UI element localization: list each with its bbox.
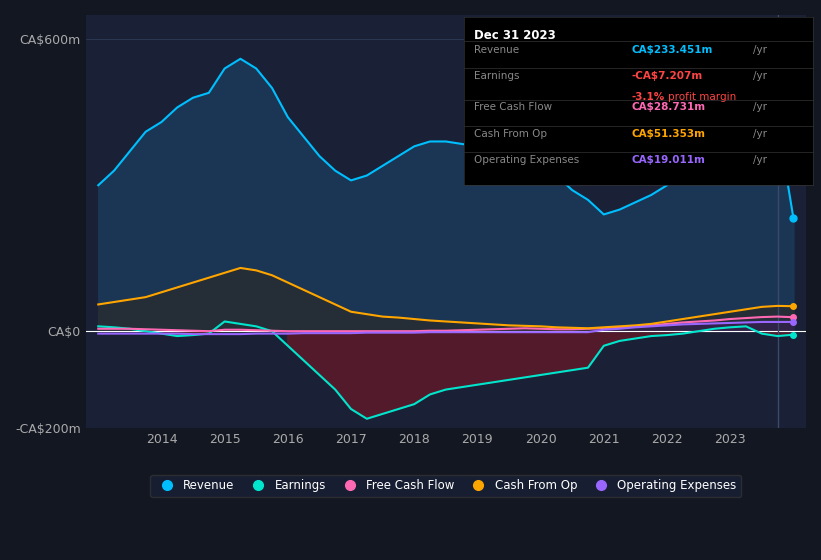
Text: Revenue: Revenue [475, 45, 520, 55]
Text: Free Cash Flow: Free Cash Flow [475, 102, 553, 113]
Text: profit margin: profit margin [668, 91, 736, 101]
Text: /yr: /yr [754, 45, 768, 55]
Text: /yr: /yr [754, 102, 768, 113]
Text: CA$233.451m: CA$233.451m [631, 45, 713, 55]
Text: /yr: /yr [754, 129, 768, 138]
Text: /yr: /yr [754, 155, 768, 165]
Text: Earnings: Earnings [475, 72, 520, 81]
Text: Operating Expenses: Operating Expenses [475, 155, 580, 165]
Text: -3.1%: -3.1% [631, 91, 664, 101]
Text: /yr: /yr [754, 72, 768, 81]
Text: -CA$7.207m: -CA$7.207m [631, 72, 703, 81]
Text: Cash From Op: Cash From Op [475, 129, 548, 138]
Text: CA$19.011m: CA$19.011m [631, 155, 705, 165]
Legend: Revenue, Earnings, Free Cash Flow, Cash From Op, Operating Expenses: Revenue, Earnings, Free Cash Flow, Cash … [150, 474, 741, 497]
Text: CA$28.731m: CA$28.731m [631, 102, 705, 113]
Text: CA$51.353m: CA$51.353m [631, 129, 705, 138]
Text: Dec 31 2023: Dec 31 2023 [475, 29, 556, 41]
